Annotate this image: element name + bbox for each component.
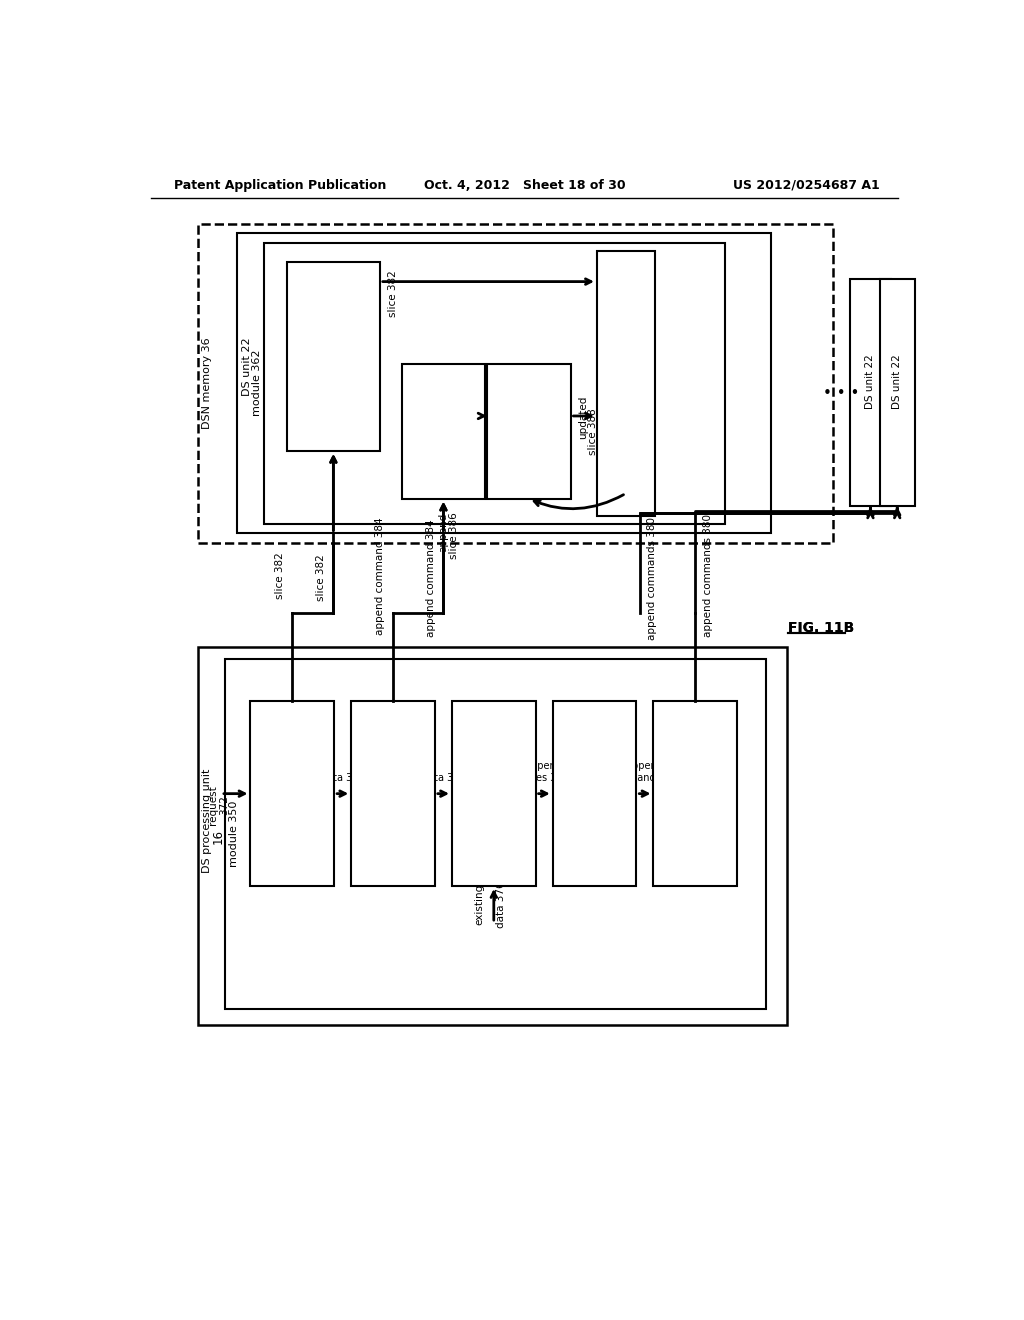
Text: 356: 356 xyxy=(488,803,499,822)
Text: encode module: encode module xyxy=(488,744,499,825)
Text: module 350: module 350 xyxy=(229,801,240,867)
FancyBboxPatch shape xyxy=(653,701,737,886)
Text: generate commands: generate commands xyxy=(590,723,599,830)
Text: slice 386: slice 386 xyxy=(450,512,460,560)
FancyBboxPatch shape xyxy=(351,701,435,886)
FancyBboxPatch shape xyxy=(237,234,771,533)
Text: module: module xyxy=(590,774,599,813)
Text: update storage: update storage xyxy=(523,370,534,450)
Text: module 362: module 362 xyxy=(253,350,262,417)
FancyBboxPatch shape xyxy=(251,701,334,886)
Text: append command 384: append command 384 xyxy=(426,519,435,636)
FancyBboxPatch shape xyxy=(880,280,914,507)
Text: module: module xyxy=(388,774,398,813)
Text: determine append: determine append xyxy=(388,729,398,825)
Text: slice 382: slice 382 xyxy=(315,554,326,602)
Text: append
commands 380: append commands 380 xyxy=(607,762,683,783)
Text: append commands 380: append commands 380 xyxy=(703,515,713,638)
Text: slice 382: slice 382 xyxy=(565,447,574,494)
FancyBboxPatch shape xyxy=(198,647,786,1024)
Text: DS processing unit: DS processing unit xyxy=(202,768,212,873)
Text: memory: memory xyxy=(621,348,631,392)
Text: module: module xyxy=(523,412,534,451)
Text: append: append xyxy=(438,512,449,552)
Text: 368: 368 xyxy=(523,444,534,463)
Text: store slice module: store slice module xyxy=(329,294,338,391)
FancyBboxPatch shape xyxy=(452,701,536,886)
Text: slice 382: slice 382 xyxy=(274,552,285,599)
FancyBboxPatch shape xyxy=(225,659,766,1010)
Text: US 2012/0254687 A1: US 2012/0254687 A1 xyxy=(733,178,880,191)
FancyBboxPatch shape xyxy=(198,224,834,544)
FancyBboxPatch shape xyxy=(850,280,891,507)
Text: request: request xyxy=(208,785,218,825)
FancyBboxPatch shape xyxy=(597,251,655,516)
Text: slice 382: slice 382 xyxy=(388,269,397,317)
Text: • • •: • • • xyxy=(823,385,859,401)
Text: data 374: data 374 xyxy=(321,774,365,783)
Text: DSN memory 36: DSN memory 36 xyxy=(202,338,212,429)
FancyBboxPatch shape xyxy=(486,364,570,499)
Text: 364: 364 xyxy=(329,360,338,380)
Text: DS unit 22: DS unit 22 xyxy=(892,354,902,409)
Text: module: module xyxy=(438,412,449,451)
Text: 16: 16 xyxy=(211,829,224,843)
Text: module: module xyxy=(288,774,297,813)
Text: receive request: receive request xyxy=(288,737,297,817)
Text: FIG. 11B: FIG. 11B xyxy=(788,622,855,635)
Text: 372: 372 xyxy=(219,795,228,816)
Text: existing: existing xyxy=(474,884,484,925)
Text: 358: 358 xyxy=(590,807,599,826)
Text: append commands 380: append commands 380 xyxy=(647,516,657,640)
Text: DS unit 22: DS unit 22 xyxy=(242,337,252,396)
Text: 354: 354 xyxy=(388,807,398,826)
FancyBboxPatch shape xyxy=(263,243,725,524)
FancyBboxPatch shape xyxy=(553,701,636,886)
FancyBboxPatch shape xyxy=(287,263,380,451)
Text: output commands: output commands xyxy=(690,729,700,824)
Text: data 376: data 376 xyxy=(496,882,506,928)
Text: 352: 352 xyxy=(288,807,297,826)
Text: FIG. 11B: FIG. 11B xyxy=(788,622,855,635)
Text: 360: 360 xyxy=(690,807,700,826)
Text: receive append: receive append xyxy=(438,370,449,450)
FancyBboxPatch shape xyxy=(401,364,485,499)
Text: Oct. 4, 2012   Sheet 18 of 30: Oct. 4, 2012 Sheet 18 of 30 xyxy=(424,178,626,191)
Text: 370: 370 xyxy=(621,388,631,408)
Text: append
slices 378: append slices 378 xyxy=(520,762,568,783)
Text: module: module xyxy=(690,774,700,813)
Text: updated: updated xyxy=(579,396,588,440)
Text: 366: 366 xyxy=(438,444,449,463)
Text: slice 388: slice 388 xyxy=(588,408,598,454)
Text: append command 384: append command 384 xyxy=(376,517,385,635)
Text: data 374: data 374 xyxy=(422,774,465,783)
Text: DS unit 22: DS unit 22 xyxy=(865,354,876,409)
Text: Patent Application Publication: Patent Application Publication xyxy=(174,178,387,191)
